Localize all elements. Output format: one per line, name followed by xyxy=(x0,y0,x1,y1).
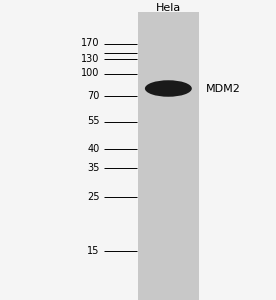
Text: 35: 35 xyxy=(87,163,99,173)
Text: 40: 40 xyxy=(87,143,99,154)
Text: 100: 100 xyxy=(81,68,99,79)
Text: 70: 70 xyxy=(87,91,99,101)
Text: 170: 170 xyxy=(81,38,99,49)
Text: 55: 55 xyxy=(87,116,99,127)
Text: MDM2: MDM2 xyxy=(206,83,240,94)
Text: 15: 15 xyxy=(87,245,99,256)
Ellipse shape xyxy=(145,80,192,97)
Text: 130: 130 xyxy=(81,53,99,64)
Text: Hela: Hela xyxy=(156,3,181,13)
Text: 25: 25 xyxy=(87,191,99,202)
Bar xyxy=(138,12,199,300)
